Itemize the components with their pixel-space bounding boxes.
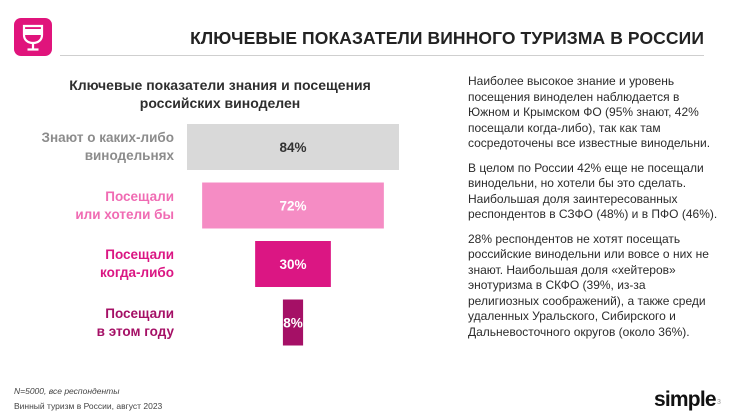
funnel-category-label: Посещали или хотели бы <box>10 188 174 224</box>
header-divider <box>60 55 704 56</box>
commentary-paragraph: В целом по России 42% еще не посещали ви… <box>468 160 718 222</box>
funnel-value-label: 8% <box>283 316 303 331</box>
funnel-value-label: 72% <box>279 199 306 214</box>
funnel-bar <box>255 241 331 287</box>
funnel-category-label-line: или хотели бы <box>75 206 174 222</box>
page-number: 3 <box>717 399 721 406</box>
funnel-category-label-line: винодельнях <box>84 148 174 163</box>
funnel-category-label: Знают о каких-либо винодельнях <box>10 129 174 165</box>
chart-title: Ключевые показатели знания и посещения р… <box>69 77 371 111</box>
funnel-value-label: 30% <box>279 257 306 272</box>
funnel-category-label-line: когда-либо <box>100 265 174 280</box>
wine-glass-icon <box>22 24 44 51</box>
commentary-paragraph: Наиболее высокое знание и уровень посеще… <box>468 74 711 150</box>
funnel-category-label: Посещали в этом году <box>10 305 174 341</box>
funnel-bar <box>187 124 399 170</box>
source-note: Винный туризм в России, август 2023 <box>14 401 163 411</box>
funnel-category-label-line: Знают о каких-либо <box>41 130 174 145</box>
funnel-category-label: Посещали когда-либо <box>10 246 174 282</box>
sample-note: N=5000, все респонденты <box>14 386 120 396</box>
funnel-category-label-line: Посещали <box>105 247 174 262</box>
funnel-value-label: 84% <box>279 140 306 155</box>
funnel-category-label-line: Посещали <box>105 188 174 204</box>
funnel-category-label-line: в этом году <box>96 323 174 339</box>
funnel-chart: 84% 72% 30% 8% <box>187 124 399 346</box>
funnel-bar <box>202 182 384 229</box>
page-title: КЛЮЧЕВЫЕ ПОКАЗАТЕЛИ ВИННОГО ТУРИЗМА В РО… <box>190 28 704 48</box>
commentary-paragraph: 28% респондентов не хотят посещать росси… <box>468 231 709 339</box>
funnel-category-label-line: Посещали <box>105 305 174 321</box>
logo <box>14 18 52 56</box>
funnel-bar <box>282 299 304 346</box>
brand-logo: simple <box>654 388 717 411</box>
commentary: Наиболее высокое знание и уровень посеще… <box>468 74 718 349</box>
